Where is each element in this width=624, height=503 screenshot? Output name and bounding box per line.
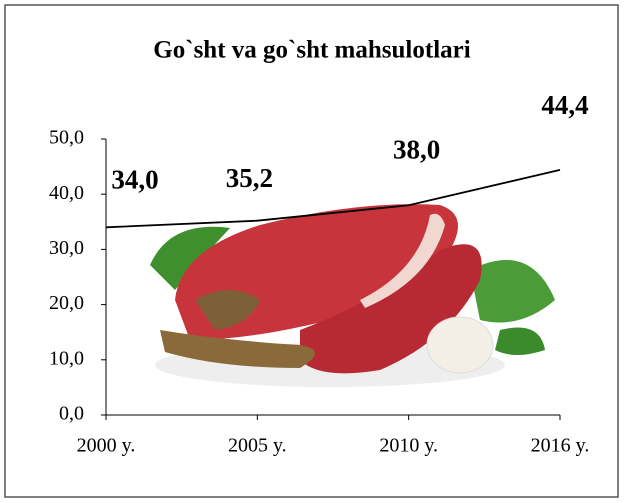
data-label: 35,2 [226, 163, 273, 193]
data-label: 34,0 [111, 165, 158, 195]
y-tick-label: 10,0 [49, 347, 84, 369]
x-tick-label: 2000 y. [77, 435, 136, 457]
data-label: 44,4 [541, 90, 588, 120]
fat [360, 213, 445, 308]
data-label: 38,0 [393, 134, 440, 164]
y-tick-label: 20,0 [49, 292, 84, 314]
y-tick-label: 30,0 [49, 237, 84, 259]
leaf [495, 327, 545, 355]
y-tick-label: 40,0 [49, 182, 84, 204]
x-tick-label: 2016 y. [531, 435, 590, 457]
pepper [195, 290, 260, 330]
y-tick-label: 50,0 [49, 127, 84, 149]
meat-image [150, 204, 555, 387]
x-tick-label: 2005 y. [228, 435, 287, 457]
leaf [150, 226, 230, 290]
pepper [160, 330, 315, 368]
x-tick-label: 2010 y. [379, 435, 438, 457]
chart-title: Go`sht va go`sht mahsulotlari [153, 37, 470, 64]
leaf [470, 260, 555, 323]
meat [300, 244, 482, 374]
y-tick-label: 0,0 [59, 403, 84, 425]
data-line [105, 169, 561, 229]
garlic [426, 316, 494, 374]
